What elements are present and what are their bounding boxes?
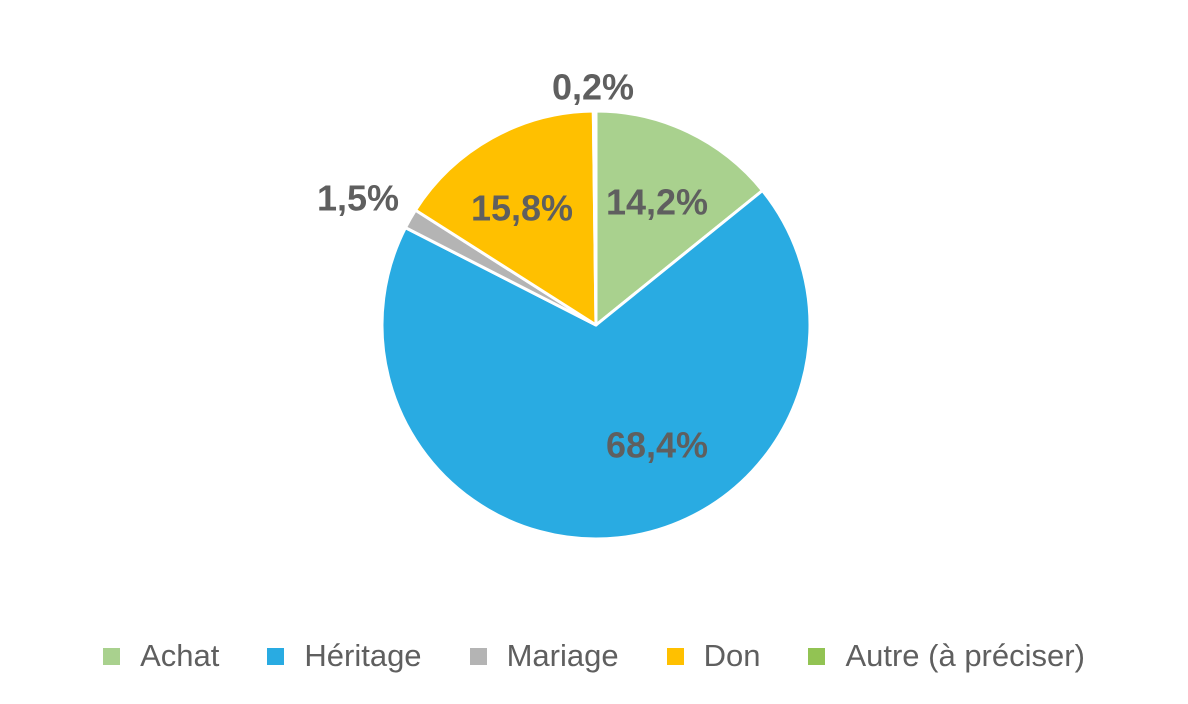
- pie-slice-don: [413, 109, 598, 327]
- pie-data-labels: 14,2% 68,4% 1,5% 15,8% 0,2%: [317, 67, 708, 466]
- legend-label: Mariage: [506, 638, 619, 673]
- legend-swatch: [103, 647, 121, 665]
- legend-item: Autre (à préciser): [808, 638, 1085, 674]
- legend-swatch: [808, 647, 826, 665]
- legend-swatch: [469, 647, 487, 665]
- legend-item: Mariage: [469, 638, 619, 674]
- pie-slice-autre-pr-ciser: [591, 109, 598, 327]
- data-label-achat: 14,2%: [606, 182, 708, 223]
- legend-label: Héritage: [304, 638, 422, 673]
- legend-swatch: [267, 647, 285, 665]
- legend-label: Autre (à préciser): [845, 638, 1085, 673]
- pie-slices: [380, 109, 812, 541]
- legend-item: Don: [666, 638, 761, 674]
- pie-slice-h-ritage: [380, 189, 812, 541]
- legend-item: Héritage: [267, 638, 422, 674]
- legend-label: Achat: [140, 638, 220, 673]
- pie-slice-achat: [594, 109, 764, 327]
- legend-item: Achat: [103, 638, 219, 674]
- data-label-mariage: 1,5%: [317, 178, 399, 219]
- data-label-autre-pr-ciser: 0,2%: [552, 67, 634, 108]
- data-label-h-ritage: 68,4%: [606, 425, 708, 466]
- legend-label: Don: [703, 638, 761, 673]
- legend: Achat Héritage Mariage Don Autre (à préciser…: [0, 634, 1188, 678]
- legend-swatch: [666, 647, 684, 665]
- data-label-don: 15,8%: [471, 188, 573, 229]
